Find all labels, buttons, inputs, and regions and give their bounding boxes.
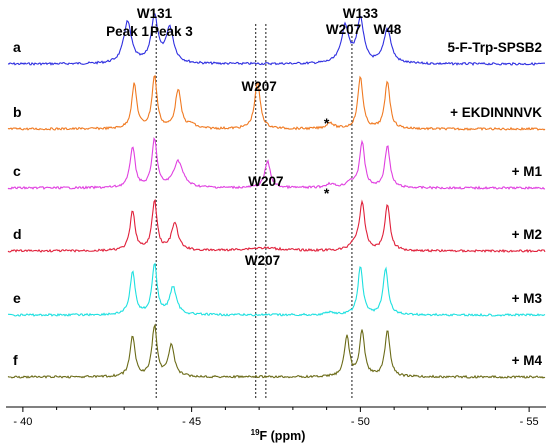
x-axis-title-superscript: 19 <box>251 428 260 437</box>
x-tick-label-2: - 50 <box>351 416 370 428</box>
row-description-a: 5-F-Trp-SPSB2 <box>447 40 542 55</box>
row-letter-c: c <box>13 163 21 179</box>
row-description-b: + EKDINNNVK <box>450 105 542 120</box>
peak-label-1: W131 <box>137 6 173 21</box>
peak-label-3: W207 <box>326 22 361 37</box>
spectrum-trace-a <box>7 13 546 67</box>
spectrum-trace-e <box>7 262 546 317</box>
peak-label-0: Peak 1 <box>106 24 149 39</box>
annotation-0: W207 <box>241 79 276 94</box>
x-tick-label-0: - 40 <box>13 416 32 428</box>
spectrum-trace-d <box>7 198 546 254</box>
peak-label-2: Peak 3 <box>150 24 193 39</box>
peak-label-4: W133 <box>343 6 379 21</box>
row-description-e: + M3 <box>512 291 543 306</box>
row-description-d: + M2 <box>512 227 542 242</box>
annotation-1: W207 <box>248 174 283 189</box>
x-axis-title: 19F (ppm) <box>251 428 306 443</box>
spectrum-trace-b <box>7 74 546 131</box>
annotation-2: W207 <box>245 253 280 268</box>
row-letter-e: e <box>13 290 21 306</box>
x-tick-label-1: - 45 <box>182 416 201 428</box>
peak-label-5: W48 <box>373 22 401 37</box>
spectra-traces <box>7 13 546 379</box>
row-letter-f: f <box>13 352 18 368</box>
spectrum-trace-c <box>7 137 546 190</box>
row-description-c: + M1 <box>512 164 543 179</box>
spectrum-trace-f <box>7 323 546 379</box>
row-letter-d: d <box>13 226 22 242</box>
x-axis-title-main: F (ppm) <box>260 429 306 443</box>
row-letter-b: b <box>13 104 22 120</box>
row-description-f: + M4 <box>512 353 543 368</box>
x-axis: - 40 - 45 - 50 - 55 19F (ppm) <box>6 406 546 443</box>
annotation-4: * <box>324 185 330 201</box>
annotation-3: * <box>324 115 330 131</box>
row-letter-a: a <box>13 39 21 55</box>
x-tick-label-3: - 55 <box>520 416 539 428</box>
